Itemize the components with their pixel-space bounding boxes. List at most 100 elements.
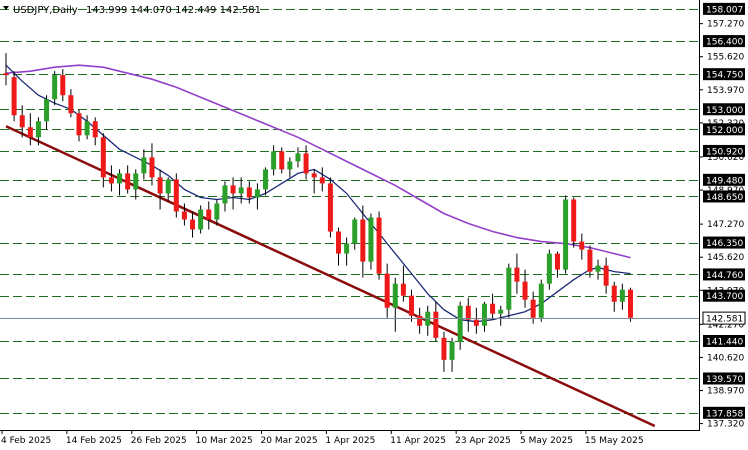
- candle-body: [546, 253, 552, 284]
- candle-body: [344, 243, 350, 254]
- candle-body: [481, 303, 487, 326]
- level-box-bg: [703, 236, 745, 249]
- candle-body: [522, 281, 528, 300]
- candle-body: [222, 185, 228, 204]
- candle: [206, 201, 212, 230]
- candle-body: [506, 267, 512, 310]
- candle-body: [603, 265, 609, 286]
- candle-body: [392, 283, 398, 308]
- level-box-label: 150.920: [706, 147, 743, 157]
- level-box-label: 149.480: [706, 176, 743, 186]
- level-price-box: 137.858: [703, 406, 745, 419]
- candle: [449, 337, 455, 372]
- candles: [3, 53, 633, 372]
- moving-averages: [5, 64, 631, 323]
- candle: [295, 147, 301, 168]
- level-box-bg: [703, 68, 745, 81]
- y-tick-label: 157.270: [707, 20, 744, 30]
- candle-body: [263, 169, 269, 190]
- candle-body: [563, 199, 569, 270]
- candle-body: [417, 315, 423, 326]
- candle: [376, 211, 382, 280]
- candle-body: [619, 289, 625, 302]
- level-price-box: 143.700: [703, 289, 745, 302]
- ma-slow-line: [5, 64, 631, 259]
- current-box-bg: [702, 311, 746, 325]
- candle-body: [311, 173, 317, 178]
- x-tick-label: 14 Feb 2025: [66, 436, 122, 446]
- x-tick-label: 5 May 2025: [520, 436, 573, 446]
- candle-body: [303, 153, 309, 174]
- level-price-box: 149.480: [703, 173, 745, 186]
- ma-fast-line: [5, 64, 631, 323]
- candle: [246, 181, 252, 204]
- candle-body: [498, 309, 504, 314]
- candle: [254, 183, 260, 210]
- candle-body: [538, 283, 544, 318]
- x-tick-label: 10 Mar 2025: [196, 436, 253, 446]
- level-price-box: 148.650: [703, 190, 745, 203]
- candle: [279, 147, 285, 174]
- level-box-bg: [703, 289, 745, 302]
- level-price-box: 139.570: [703, 372, 745, 385]
- candle-body: [336, 231, 342, 254]
- candle: [554, 251, 560, 278]
- candle: [490, 293, 496, 320]
- candle-body: [181, 211, 187, 220]
- level-box-bg: [703, 123, 745, 136]
- level-box-label: 143.700: [706, 292, 743, 302]
- candle-body: [52, 75, 58, 100]
- y-tick-label: 150.620: [707, 153, 744, 163]
- candle: [344, 237, 350, 266]
- candle-body: [473, 319, 479, 326]
- trendline-layer: [5, 125, 656, 428]
- candle-body: [327, 183, 333, 232]
- x-tick-label: 20 Mar 2025: [261, 436, 318, 446]
- candle-body: [214, 203, 220, 220]
- level-box-bg: [703, 406, 745, 419]
- level-price-box: 141.440: [703, 334, 745, 347]
- axis-panel: [700, 0, 748, 431]
- candle-body: [587, 249, 593, 272]
- candle: [336, 227, 342, 266]
- candle: [563, 195, 569, 274]
- x-tick-label: 26 Feb 2025: [131, 436, 187, 446]
- level-box-bg: [703, 35, 745, 48]
- candle: [400, 265, 406, 302]
- candle-body: [295, 153, 301, 162]
- candle-body: [125, 173, 131, 190]
- level-box-bg: [703, 2, 745, 15]
- x-tick-label: 11 Apr 2025: [390, 436, 446, 446]
- candle-body: [352, 219, 358, 244]
- level-price-box: 146.350: [703, 236, 745, 249]
- candle: [546, 249, 552, 290]
- candle: [214, 199, 220, 226]
- candle-body: [117, 173, 123, 184]
- y-tick-label: 142.270: [707, 320, 744, 330]
- candle-body: [279, 151, 285, 170]
- candle-body: [19, 115, 25, 128]
- y-tick-label: 153.970: [707, 86, 744, 96]
- candle-body: [230, 185, 236, 194]
- y-tick-label: 155.620: [707, 53, 744, 63]
- candle: [392, 277, 398, 332]
- candle-body: [400, 283, 406, 296]
- candle-body: [457, 305, 463, 342]
- candle: [238, 177, 244, 204]
- candle: [165, 177, 171, 202]
- level-price-box: 158.007: [703, 2, 745, 15]
- x-tick-label: 1 Apr 2025: [325, 436, 375, 446]
- candle-body: [157, 177, 163, 194]
- candle: [108, 165, 114, 192]
- current-box-label: 142.581: [706, 315, 743, 325]
- candle: [68, 89, 74, 118]
- candle: [579, 233, 585, 260]
- current-price-box: 142.581: [702, 311, 746, 325]
- candle: [11, 71, 17, 122]
- candle: [433, 301, 439, 342]
- candle: [498, 305, 504, 326]
- level-price-box: 150.920: [703, 144, 745, 157]
- candle-body: [571, 199, 577, 242]
